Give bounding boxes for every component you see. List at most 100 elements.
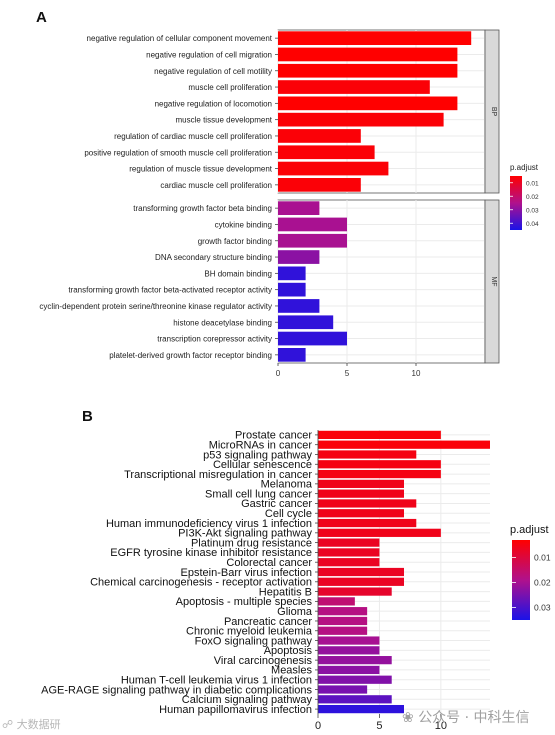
bar — [278, 145, 375, 160]
category-label: Transcriptional misregulation in cancer — [124, 469, 312, 481]
category-label: Chemical carcinogenesis - receptor activ… — [90, 577, 312, 589]
bar — [318, 518, 417, 528]
category-label: Gastric cancer — [241, 498, 312, 510]
bar — [318, 440, 490, 449]
category-label: positive regulation of smooth muscle cel… — [84, 148, 272, 157]
panel-b-letter: B — [82, 408, 93, 425]
watermark-left: ☍ 大数据研 — [2, 716, 61, 732]
watermark-right-text: 公众号 · 中科生信 — [418, 710, 530, 726]
category-label: transcription corepressor activity — [157, 335, 272, 344]
category-label: Human papillomavirus infection — [159, 704, 312, 716]
bar — [278, 47, 458, 62]
bar — [278, 63, 458, 78]
legend-tick-label: 0.03 — [534, 603, 551, 613]
bar — [318, 430, 441, 440]
facet-strip-label: BP — [490, 107, 497, 117]
bar — [318, 567, 404, 577]
x-tick-label: 5 — [376, 720, 382, 732]
bar — [318, 597, 355, 606]
category-label: AGE-RAGE signaling pathway in diabetic c… — [41, 684, 312, 696]
bar — [318, 607, 368, 616]
legend-colorbar — [510, 176, 522, 230]
category-label: Platinum drug resistance — [191, 537, 312, 549]
bar — [318, 587, 392, 596]
bar — [318, 577, 404, 586]
bar — [278, 80, 430, 94]
bar — [278, 161, 389, 176]
bar — [318, 489, 404, 498]
category-label: negative regulation of cell migration — [146, 50, 272, 59]
bar — [318, 538, 380, 547]
legend-tick-label: 0.01 — [526, 180, 539, 187]
category-label: muscle tissue development — [176, 116, 273, 125]
bar — [318, 704, 404, 714]
category-label: Hepatitis B — [259, 586, 312, 598]
bar — [318, 646, 380, 655]
category-label: Measles — [271, 665, 312, 677]
bar — [278, 178, 361, 192]
x-tick-label: 5 — [345, 369, 350, 378]
bar — [318, 656, 392, 665]
bar — [278, 96, 458, 111]
category-label: Colorectal cancer — [226, 557, 312, 569]
category-label: PI3K-Akt signaling pathway — [178, 528, 312, 540]
bar — [318, 616, 368, 626]
watermark-right: ❀ 公众号 · 中科生信 — [402, 707, 530, 727]
legend-tick-label: 0.04 — [526, 221, 539, 228]
legend-title: p.adjust — [510, 163, 539, 172]
category-label: BH domain binding — [204, 269, 272, 278]
watermark-left-text: 大数据研 — [16, 718, 61, 731]
bar — [278, 233, 347, 248]
panel-a-chart: negative regulation of cellular componen… — [39, 29, 539, 378]
category-label: cytokine binding — [215, 220, 272, 229]
x-tick-label: 10 — [435, 720, 447, 732]
category-label: histone deacetylase binding — [173, 318, 272, 327]
legend-tick-label: 0.03 — [526, 207, 539, 214]
bar — [278, 217, 347, 232]
category-label: regulation of muscle tissue development — [129, 165, 273, 174]
watermark-left-icon: ☍ — [2, 718, 14, 731]
bar — [278, 315, 334, 330]
legend-title: p.adjust — [510, 524, 549, 536]
bar — [278, 129, 361, 143]
x-tick-label: 0 — [315, 720, 321, 732]
legend-tick-label: 0.01 — [534, 553, 551, 563]
category-label: transforming growth factor beta-activate… — [68, 286, 272, 295]
x-tick-label: 0 — [276, 369, 281, 378]
bar — [278, 348, 306, 362]
facet-strip — [484, 199, 500, 364]
legend-colorbar — [512, 540, 530, 620]
bar — [318, 558, 380, 567]
bar — [318, 469, 441, 479]
category-label: growth factor binding — [198, 237, 272, 246]
category-label: cardiac muscle cell proliferation — [160, 181, 272, 190]
category-label: negative regulation of locomotion — [155, 99, 272, 108]
category-label: Cellular senescence — [213, 459, 312, 471]
category-label: negative regulation of cellular componen… — [87, 34, 273, 43]
category-label: regulation of cardiac muscle cell prolif… — [114, 132, 272, 141]
bar — [318, 636, 380, 645]
bar — [318, 528, 441, 537]
category-label: EGFR tyrosine kinase inhibitor resistanc… — [110, 547, 312, 559]
bar — [278, 266, 306, 281]
category-label: p53 signaling pathway — [203, 449, 312, 461]
bar — [318, 450, 417, 459]
category-label: transforming growth factor beta binding — [133, 204, 272, 213]
category-label: Prostate cancer — [235, 430, 312, 442]
category-label: Glioma — [277, 606, 313, 618]
category-label: muscle cell proliferation — [188, 83, 272, 92]
bar — [318, 626, 368, 635]
category-label: Small cell lung cancer — [205, 488, 312, 500]
bar — [278, 112, 444, 127]
bar — [278, 282, 306, 297]
category-label: Chronic myeloid leukemia — [186, 626, 313, 638]
bar — [318, 695, 392, 704]
category-label: MicroRNAs in cancer — [209, 439, 313, 451]
legend-tick-label: 0.02 — [534, 578, 551, 588]
facet-strip-label: MF — [490, 276, 497, 286]
legend-tick-label: 0.02 — [526, 194, 539, 201]
category-label: Human T-cell leukemia virus 1 infection — [121, 675, 312, 687]
bar — [278, 31, 472, 45]
